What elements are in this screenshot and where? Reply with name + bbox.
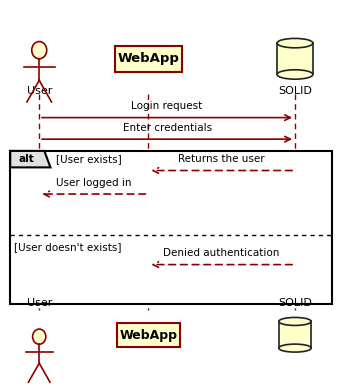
- Ellipse shape: [277, 70, 313, 79]
- Bar: [279, 321, 311, 348]
- Polygon shape: [10, 151, 50, 167]
- Text: alt: alt: [19, 154, 34, 164]
- Text: Login request: Login request: [132, 101, 203, 111]
- Text: Enter credentials: Enter credentials: [122, 123, 212, 133]
- Text: WebApp: WebApp: [119, 328, 177, 342]
- Text: Returns the user: Returns the user: [178, 154, 265, 164]
- Text: SOLID: SOLID: [278, 298, 312, 308]
- Text: [User exists]: [User exists]: [56, 154, 122, 164]
- Text: [User doesn't exists]: [User doesn't exists]: [14, 242, 121, 252]
- Text: SOLID: SOLID: [278, 86, 312, 96]
- Ellipse shape: [277, 38, 313, 48]
- Bar: [117, 323, 180, 347]
- Bar: [277, 43, 313, 74]
- Circle shape: [32, 42, 47, 59]
- Bar: [10, 151, 332, 304]
- Ellipse shape: [279, 318, 311, 325]
- Ellipse shape: [279, 344, 311, 352]
- Bar: [115, 46, 181, 72]
- Circle shape: [33, 329, 46, 344]
- Text: User: User: [27, 298, 52, 308]
- Text: WebApp: WebApp: [117, 52, 179, 65]
- Text: User logged in: User logged in: [56, 178, 132, 188]
- Text: Denied authentication: Denied authentication: [163, 248, 280, 258]
- Text: User: User: [27, 86, 52, 96]
